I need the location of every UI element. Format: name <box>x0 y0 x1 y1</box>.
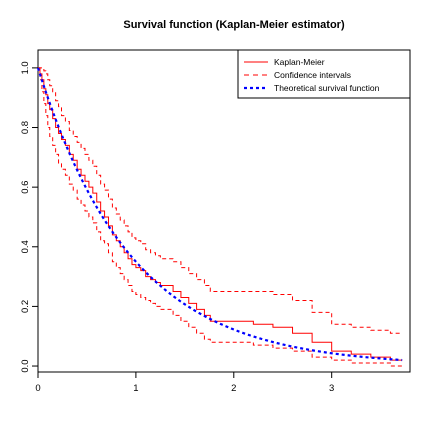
plot-box <box>37 49 411 373</box>
x-axis: 0 1 2 3 <box>35 372 334 394</box>
chart-title: Survival function (Kaplan-Meier estimato… <box>123 19 345 31</box>
y-tick-label: 0.4 <box>20 240 31 253</box>
legend-label-confidence-intervals: Confidence intervals <box>274 70 351 80</box>
series-ci-upper <box>38 67 403 334</box>
y-tick-label: 0.2 <box>20 300 31 313</box>
plot-lines <box>36 67 403 367</box>
y-axis: 0.0 0.2 0.4 0.6 0.8 1.0 <box>20 61 38 373</box>
legend-label-theoretical: Theoretical survival function <box>274 83 380 93</box>
y-tick-label: 0.0 <box>20 359 31 372</box>
series-kaplan-meier <box>38 67 403 361</box>
y-tick-label: 1.0 <box>20 61 31 74</box>
x-tick-label: 3 <box>329 383 334 394</box>
legend-box <box>237 49 411 99</box>
x-tick-label: 0 <box>35 383 40 394</box>
x-tick-label: 1 <box>133 383 138 394</box>
legend-label-kaplan-meier: Kaplan-Meier <box>274 57 325 67</box>
series-ci-lower <box>38 67 403 367</box>
legend: Kaplan-Meier Confidence intervals Theore… <box>237 49 411 99</box>
y-tick-label: 0.8 <box>20 121 31 134</box>
y-tick-label: 0.6 <box>20 181 31 194</box>
x-tick-label: 2 <box>231 383 236 394</box>
series-theoretical-survival <box>36 67 403 362</box>
